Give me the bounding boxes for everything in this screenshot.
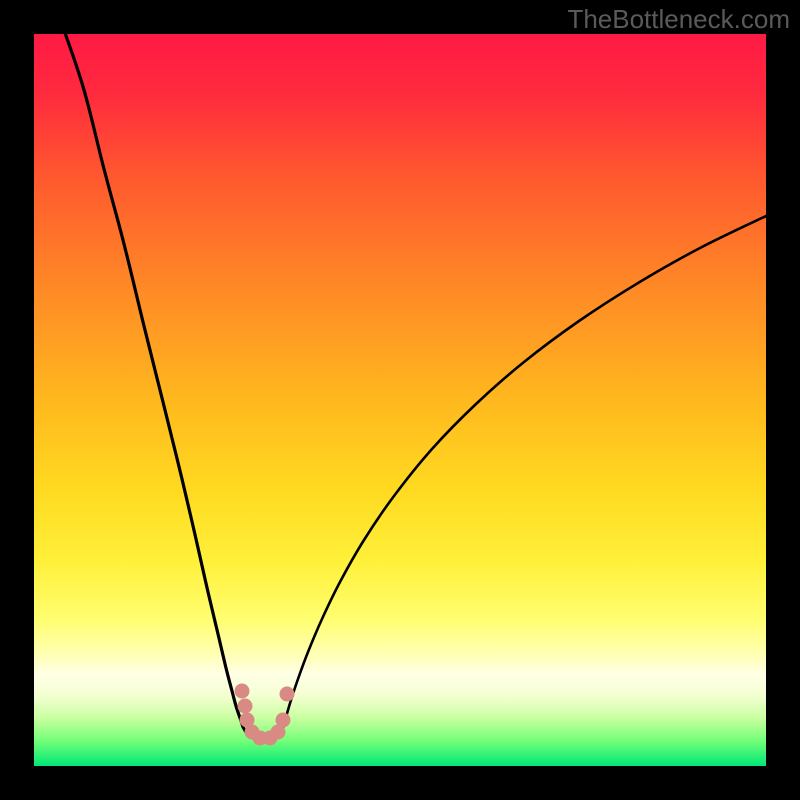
marker-dot xyxy=(238,699,253,714)
marker-dot xyxy=(280,687,295,702)
gradient-background xyxy=(34,34,766,766)
watermark-text: TheBottleneck.com xyxy=(567,4,790,35)
plot-area xyxy=(34,34,766,766)
chart-frame: TheBottleneck.com xyxy=(0,0,800,800)
marker-dot xyxy=(276,713,291,728)
plot-svg xyxy=(34,34,766,766)
marker-dot xyxy=(235,684,250,699)
